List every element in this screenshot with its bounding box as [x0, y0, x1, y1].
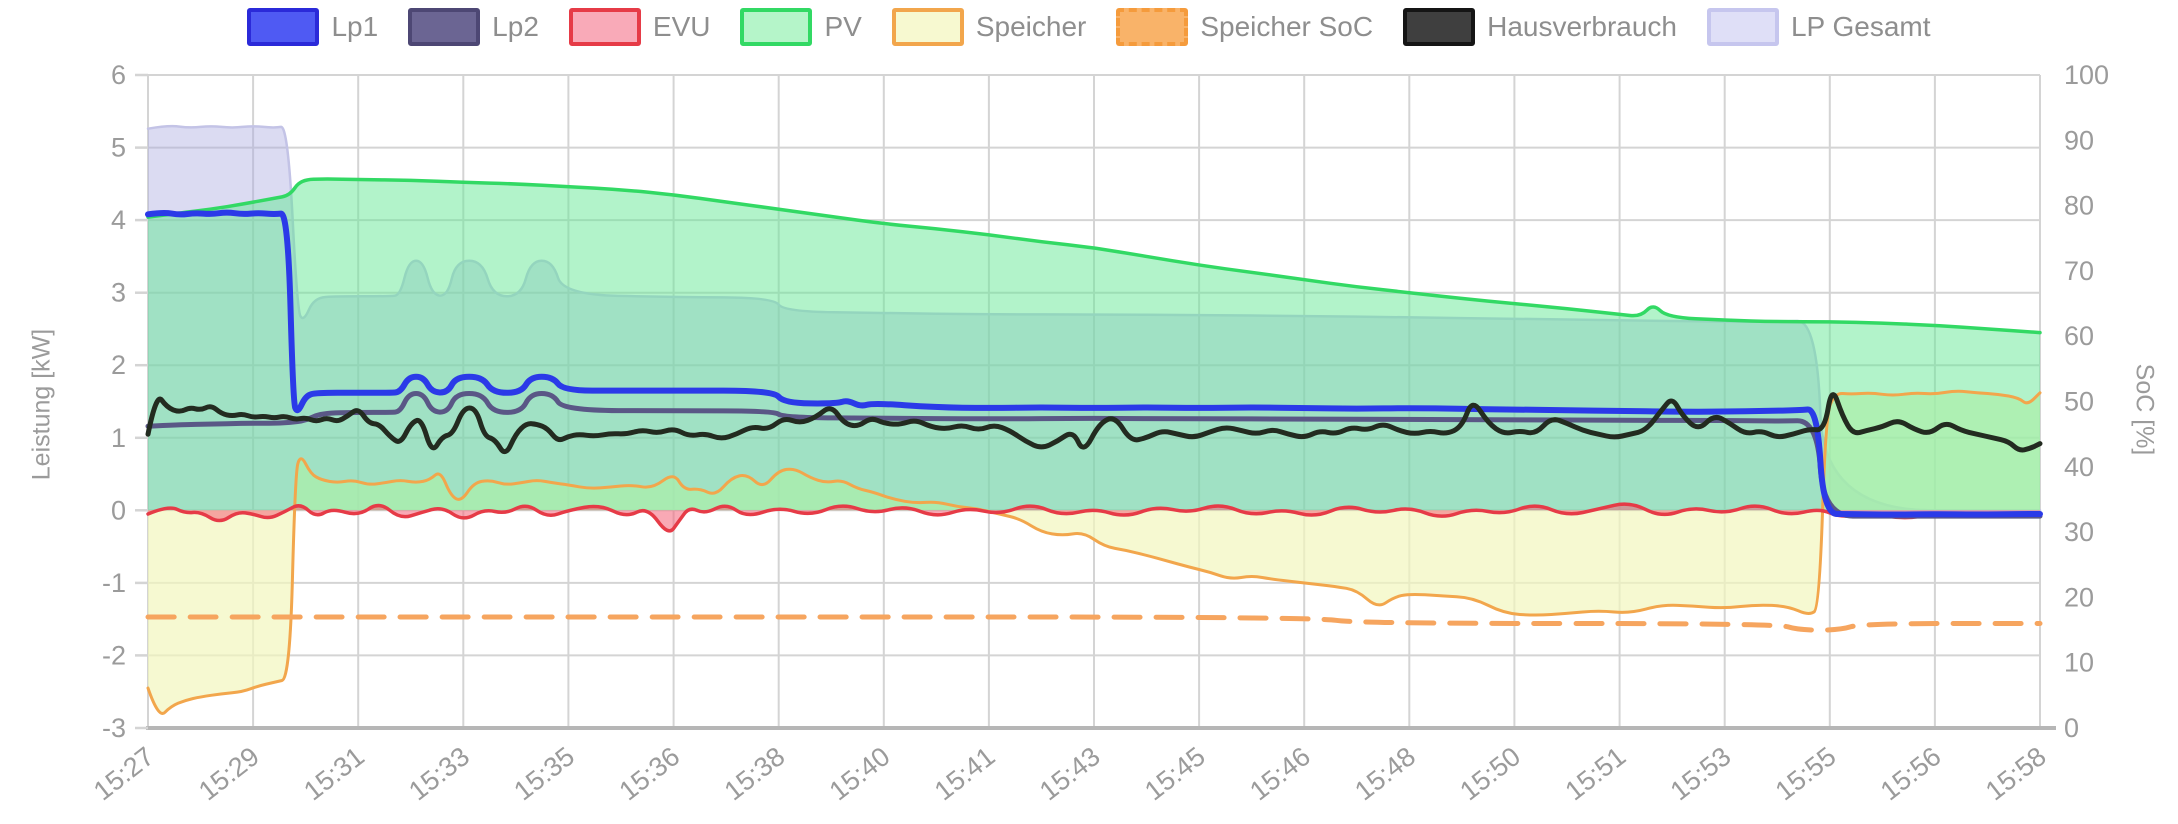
- line-lp1: [145, 209, 2043, 518]
- legend-label-lp-gesamt: LP Gesamt: [1790, 11, 1931, 42]
- svg-text:15:36: 15:36: [614, 741, 686, 806]
- svg-text:20: 20: [2064, 582, 2094, 612]
- line-pv: [146, 177, 2042, 335]
- svg-text:6: 6: [111, 60, 126, 90]
- svg-text:-2: -2: [102, 640, 126, 670]
- svg-text:50: 50: [2064, 387, 2094, 417]
- svg-text:15:35: 15:35: [508, 741, 580, 806]
- svg-text:15:33: 15:33: [403, 741, 475, 806]
- svg-text:15:41: 15:41: [929, 741, 1001, 806]
- left-axis-labels: 6 5 4 3 2 1 0 -1 -2 -3: [102, 60, 126, 743]
- svg-text:10: 10: [2064, 648, 2094, 678]
- legend-label-pv: PV: [824, 11, 862, 42]
- svg-text:100: 100: [2064, 60, 2109, 90]
- legend-swatch-speicher-soc: [1116, 8, 1189, 46]
- left-axis-title: Leistung [kW]: [27, 328, 56, 481]
- legend-item-speicher[interactable]: Speicher: [891, 8, 1087, 46]
- legend-label-speicher-soc: Speicher SoC: [1200, 11, 1374, 42]
- line-speicher-soc: [145, 614, 2043, 633]
- legend-label-speicher: Speicher: [975, 11, 1087, 42]
- legend-swatch-pv: [740, 8, 813, 46]
- svg-text:4: 4: [111, 205, 126, 235]
- legend-label-lp2: Lp2: [492, 11, 539, 42]
- legend-item-lp-gesamt[interactable]: LP Gesamt: [1706, 8, 1931, 46]
- legend-swatch-lp1: [247, 8, 320, 46]
- legend-label-lp1: Lp1: [331, 11, 379, 42]
- svg-text:15:58: 15:58: [1980, 741, 2052, 806]
- svg-text:15:48: 15:48: [1349, 741, 1421, 806]
- svg-text:40: 40: [2064, 452, 2094, 482]
- svg-text:15:29: 15:29: [193, 741, 265, 806]
- svg-text:15:40: 15:40: [824, 741, 896, 806]
- legend: Lp1 Lp2 EVU PV Speicher Speicher SoC Hausverbr…: [0, 8, 2178, 46]
- svg-text:80: 80: [2064, 191, 2094, 221]
- area-evu: [148, 504, 2040, 531]
- legend-swatch-hausverbrauch: [1403, 8, 1476, 46]
- legend-item-evu[interactable]: EVU: [568, 8, 711, 46]
- line-evu: [146, 502, 2042, 533]
- svg-text:15:51: 15:51: [1560, 741, 1632, 806]
- legend-item-pv[interactable]: PV: [740, 8, 862, 46]
- series-lines: [145, 177, 2043, 715]
- svg-text:15:56: 15:56: [1875, 741, 1947, 806]
- legend-item-lp2[interactable]: Lp2: [408, 8, 539, 46]
- svg-text:2: 2: [111, 350, 126, 380]
- svg-text:15:43: 15:43: [1034, 741, 1106, 806]
- svg-text:0: 0: [111, 495, 126, 525]
- svg-text:15:38: 15:38: [719, 741, 791, 806]
- svg-text:15:27: 15:27: [88, 741, 160, 806]
- series-areas: [146, 124, 2042, 714]
- svg-text:15:53: 15:53: [1665, 741, 1737, 806]
- svg-text:5: 5: [111, 133, 126, 163]
- line-speicher: [146, 389, 2042, 715]
- legend-swatch-speicher: [891, 8, 964, 46]
- svg-text:-1: -1: [102, 568, 126, 598]
- area-pv: [148, 179, 2040, 511]
- right-axis-title: SoC [%]: [2130, 363, 2159, 456]
- svg-text:15:46: 15:46: [1244, 741, 1316, 806]
- svg-text:0: 0: [2064, 713, 2079, 743]
- svg-text:15:55: 15:55: [1770, 741, 1842, 806]
- svg-text:15:50: 15:50: [1454, 741, 1526, 806]
- svg-text:-3: -3: [102, 713, 126, 743]
- svg-text:3: 3: [111, 278, 126, 308]
- legend-swatch-lp2: [408, 8, 481, 46]
- legend-label-hausverbrauch: Hausverbrauch: [1487, 11, 1677, 42]
- legend-label-evu: EVU: [652, 11, 711, 42]
- legend-item-hausverbrauch[interactable]: Hausverbrauch: [1403, 8, 1677, 46]
- svg-text:1: 1: [111, 423, 126, 453]
- svg-text:15:45: 15:45: [1139, 741, 1211, 806]
- legend-swatch-lp-gesamt: [1706, 8, 1779, 46]
- x-axis-labels: 15:27 15:29 15:31 15:33 15:35 15:36 15:38 15:40…: [88, 741, 2052, 806]
- svg-text:60: 60: [2064, 321, 2094, 351]
- svg-text:15:31: 15:31: [298, 741, 370, 806]
- svg-text:90: 90: [2064, 125, 2094, 155]
- line-hausverbrauch: [145, 392, 2043, 455]
- svg-text:30: 30: [2064, 517, 2094, 547]
- svg-text:70: 70: [2064, 256, 2094, 286]
- legend-swatch-evu: [568, 8, 641, 46]
- line-lp2: [145, 391, 2043, 519]
- legend-item-speicher-soc[interactable]: Speicher SoC: [1116, 8, 1373, 46]
- legend-item-lp1[interactable]: Lp1: [247, 8, 378, 46]
